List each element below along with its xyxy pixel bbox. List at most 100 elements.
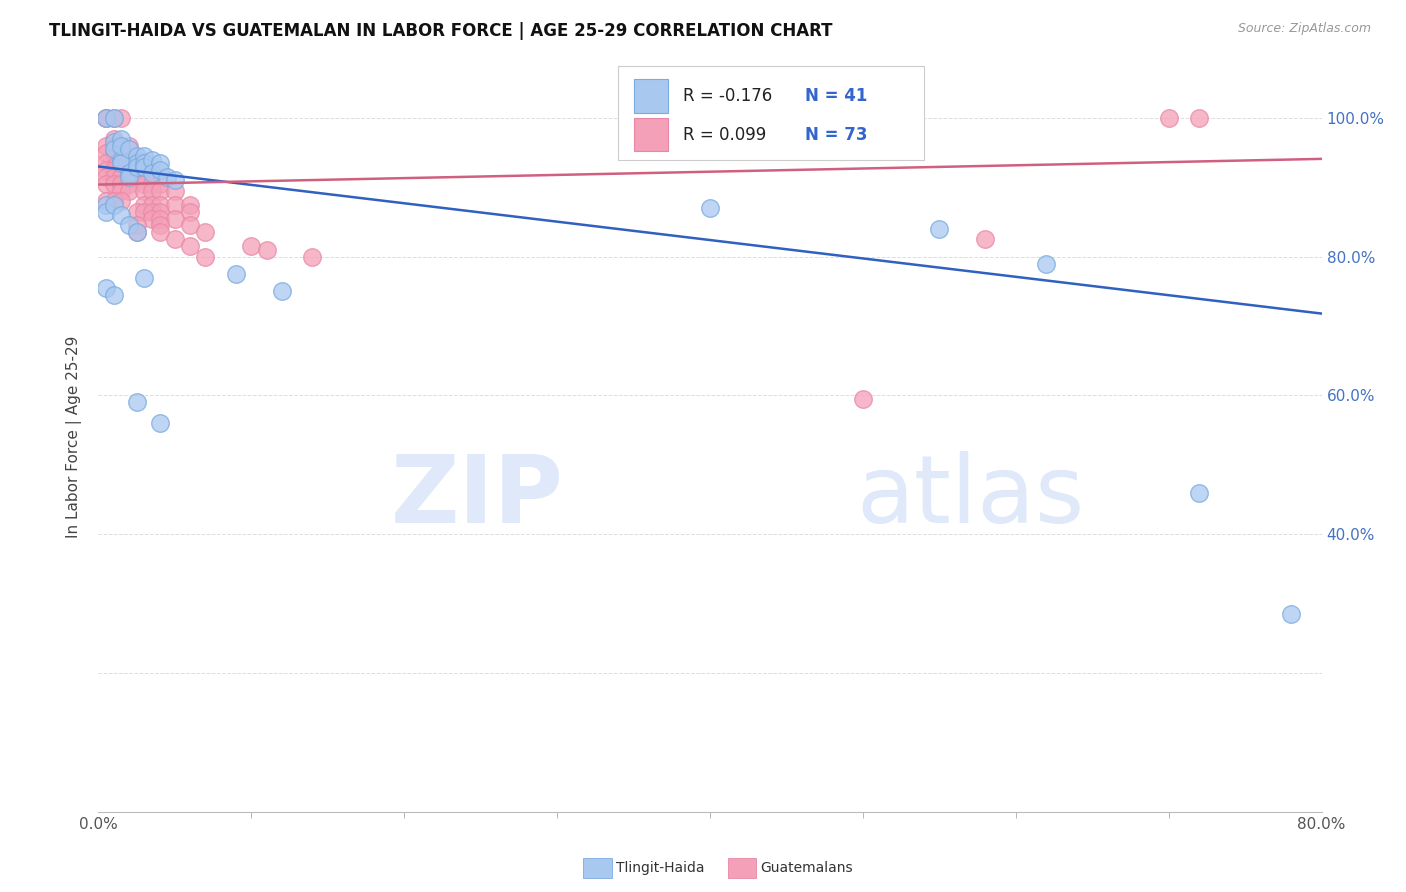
Text: R = 0.099: R = 0.099	[683, 126, 766, 144]
Point	[94, 111, 117, 125]
Text: N = 73: N = 73	[806, 126, 868, 144]
Point	[103, 160, 125, 174]
Point	[103, 132, 125, 146]
Point	[110, 184, 132, 198]
Point	[141, 166, 163, 180]
Text: N = 41: N = 41	[806, 87, 868, 104]
Point	[163, 184, 186, 198]
Point	[103, 169, 125, 184]
Point	[118, 177, 141, 191]
Point	[94, 138, 117, 153]
Point	[94, 204, 117, 219]
Point	[149, 184, 172, 198]
Point	[110, 166, 132, 180]
Point	[110, 153, 132, 167]
Point	[118, 166, 141, 180]
Point	[256, 243, 278, 257]
Point	[134, 156, 156, 170]
Point	[134, 149, 156, 163]
Point	[110, 132, 132, 146]
Point	[852, 392, 875, 406]
Point	[163, 232, 186, 246]
Point	[134, 197, 156, 211]
Point	[103, 142, 125, 156]
Point	[134, 160, 156, 174]
Point	[110, 160, 132, 174]
Point	[1279, 607, 1302, 621]
Point	[149, 226, 172, 240]
Point	[94, 145, 117, 160]
Point	[118, 166, 141, 180]
FancyBboxPatch shape	[619, 66, 924, 160]
Point	[103, 177, 125, 191]
Point	[149, 177, 172, 191]
Point	[125, 219, 148, 233]
Point	[103, 138, 125, 153]
Text: ZIP: ZIP	[391, 451, 564, 543]
Point	[149, 163, 172, 178]
Point	[149, 204, 172, 219]
Point	[125, 160, 148, 174]
Point	[240, 239, 263, 253]
Bar	[634, 78, 668, 112]
Point	[928, 222, 950, 236]
Point	[94, 194, 117, 209]
Point	[134, 204, 156, 219]
Point	[1188, 485, 1211, 500]
Point	[94, 197, 117, 211]
Point	[103, 163, 125, 178]
Point	[103, 111, 125, 125]
Point	[163, 211, 186, 226]
Point	[156, 169, 179, 184]
Point	[125, 226, 148, 240]
Point	[94, 111, 117, 125]
Text: Guatemalans: Guatemalans	[761, 861, 853, 875]
Point	[149, 211, 172, 226]
Point	[94, 281, 117, 295]
Point	[149, 416, 172, 430]
Point	[125, 226, 148, 240]
Point	[163, 173, 186, 187]
Point	[103, 288, 125, 302]
Point	[179, 204, 201, 219]
Point	[94, 111, 117, 125]
Point	[179, 239, 201, 253]
Point	[134, 270, 156, 285]
Point	[118, 169, 141, 184]
Point	[118, 169, 141, 184]
Point	[103, 197, 125, 211]
Text: Tlingit-Haida: Tlingit-Haida	[616, 861, 704, 875]
Point	[110, 177, 132, 191]
Point	[1188, 111, 1211, 125]
Point	[301, 250, 323, 264]
Point	[141, 211, 163, 226]
Point	[125, 173, 148, 187]
Point	[270, 285, 292, 299]
Point	[141, 177, 163, 191]
Point	[94, 156, 117, 170]
Text: atlas: atlas	[856, 451, 1085, 543]
Point	[1035, 257, 1057, 271]
Point	[118, 160, 141, 174]
Point	[134, 184, 156, 198]
Point	[94, 177, 117, 191]
Point	[974, 232, 997, 246]
Point	[110, 156, 132, 170]
Point	[118, 142, 141, 156]
Point	[118, 219, 141, 233]
Point	[149, 156, 172, 170]
Point	[110, 194, 132, 209]
Bar	[634, 118, 668, 152]
Point	[141, 184, 163, 198]
Point	[134, 177, 156, 191]
Text: Source: ZipAtlas.com: Source: ZipAtlas.com	[1237, 22, 1371, 36]
Point	[149, 219, 172, 233]
Y-axis label: In Labor Force | Age 25-29: In Labor Force | Age 25-29	[66, 336, 83, 538]
Point	[110, 169, 132, 184]
Point	[125, 395, 148, 409]
Point	[125, 149, 148, 163]
Point	[125, 204, 148, 219]
Point	[149, 197, 172, 211]
Point	[1157, 111, 1180, 125]
Point	[110, 208, 132, 222]
